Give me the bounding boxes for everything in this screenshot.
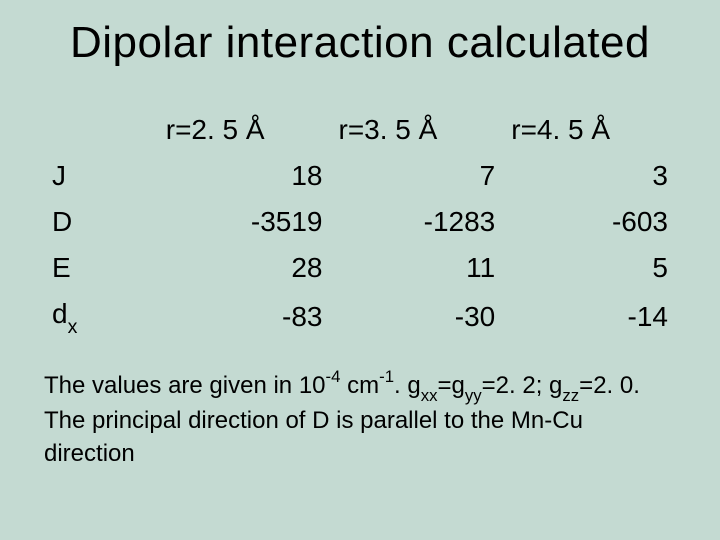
table-row: E 28 11 5 [44,246,676,292]
table-header-row: r=2. 5 Å r=3. 5 Å r=4. 5 Å [44,108,676,154]
header-col-1: r=2. 5 Å [158,108,331,154]
row-val-c2: -30 [331,292,504,344]
table-row: J 18 7 3 [44,154,676,200]
data-table-wrap: r=2. 5 Å r=3. 5 Å r=4. 5 Å J 18 7 3 D -3… [44,108,676,344]
header-blank [44,108,158,154]
slide: Dipolar interaction calculated r=2. 5 Å … [0,0,720,540]
table-row: D -3519 -1283 -603 [44,200,676,246]
data-table: r=2. 5 Å r=3. 5 Å r=4. 5 Å J 18 7 3 D -3… [44,108,676,344]
header-col-2: r=3. 5 Å [331,108,504,154]
row-val-c3: -603 [503,200,676,246]
row-val-c3: -14 [503,292,676,344]
header-col-3: r=4. 5 Å [503,108,676,154]
row-val-c2: 7 [331,154,504,200]
footnote-text: The values are given in 10-4 cm-1. gxx=g… [44,368,676,470]
row-param: E [44,246,158,292]
table-row: dx -83 -30 -14 [44,292,676,344]
row-val-c1: 28 [158,246,331,292]
row-val-c1: 18 [158,154,331,200]
row-val-c3: 3 [503,154,676,200]
row-param: dx [44,292,158,344]
row-val-c2: 11 [331,246,504,292]
row-param: D [44,200,158,246]
row-val-c1: -83 [158,292,331,344]
row-param: J [44,154,158,200]
row-val-c1: -3519 [158,200,331,246]
table-body: J 18 7 3 D -3519 -1283 -603 E 28 11 5 [44,154,676,344]
row-val-c3: 5 [503,246,676,292]
slide-title: Dipolar interaction calculated [0,0,720,68]
row-val-c2: -1283 [331,200,504,246]
